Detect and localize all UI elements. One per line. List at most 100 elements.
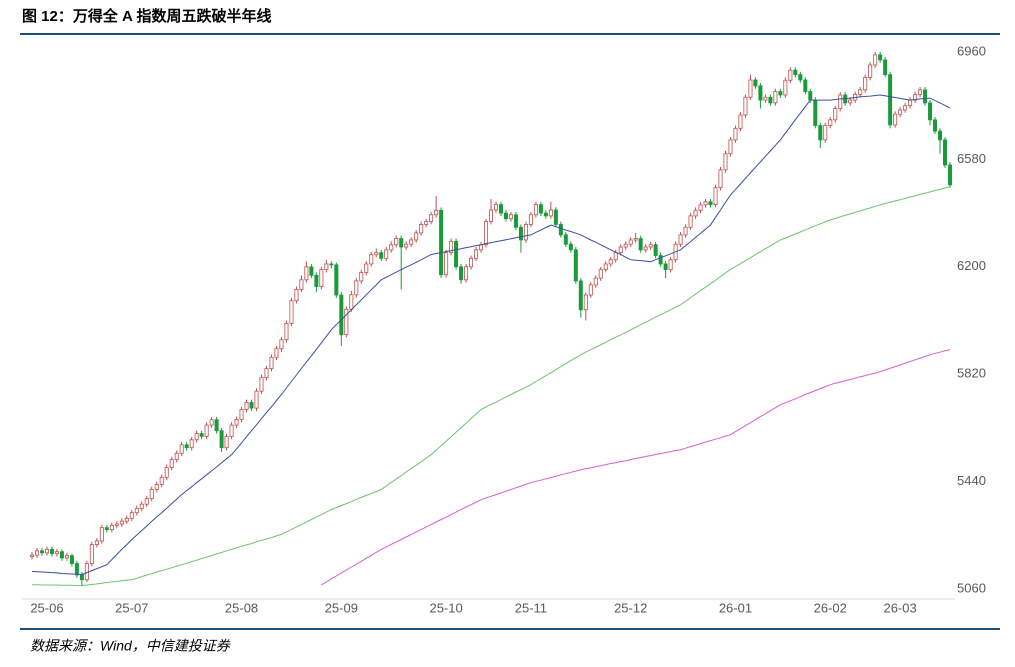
candle-body [289, 300, 294, 324]
x-tick-label: 25-09 [325, 600, 358, 615]
candle-body [698, 204, 703, 211]
candle-body [54, 551, 59, 555]
candle-body [394, 238, 399, 246]
candle-body [119, 520, 124, 525]
candle-body [813, 99, 818, 126]
candle-body [154, 484, 159, 490]
candle-body [933, 119, 938, 132]
candle-body [419, 224, 424, 234]
candle-body [648, 244, 653, 248]
moving-average-line [321, 349, 951, 586]
candle-body [229, 424, 234, 437]
candle-body [239, 409, 244, 420]
candle-body [294, 289, 299, 302]
y-tick-label: 5060 [957, 580, 986, 595]
candle-body [429, 214, 434, 222]
candle-body [159, 476, 164, 485]
candle-body [643, 246, 648, 251]
candle-body [244, 402, 249, 410]
candle-body [199, 433, 204, 437]
candle-body [444, 252, 449, 276]
candle-body [344, 308, 349, 336]
candle-body [693, 209, 698, 217]
candle-body [324, 263, 329, 271]
candle-body [923, 89, 928, 104]
candle-body [234, 419, 239, 426]
candle-body [873, 54, 878, 66]
candle-body [319, 269, 324, 287]
candle-body [44, 549, 49, 554]
candle-body [194, 433, 199, 441]
candle-body [29, 554, 34, 557]
candle-body [888, 74, 893, 126]
candle-body [798, 74, 803, 81]
candle-body [144, 498, 149, 505]
candle-body [598, 269, 603, 279]
candle-body [553, 209, 558, 225]
candle-body [498, 204, 503, 214]
moving-average-line [31, 94, 951, 576]
candle-body [204, 424, 209, 437]
candle-body [449, 240, 454, 254]
candle-body [763, 96, 768, 101]
candle-body [743, 96, 748, 116]
candle-body [224, 435, 229, 449]
candle-body [329, 263, 334, 266]
moving-average-line [32, 186, 951, 587]
candle-body [409, 239, 414, 245]
source-note: 数据来源：Wind，中信建投证券 [30, 638, 231, 654]
candle-body [943, 139, 948, 166]
candle-body [773, 91, 778, 104]
candle-body [364, 263, 369, 273]
x-tick-label: 25-10 [429, 600, 462, 615]
candle-body [823, 125, 828, 141]
candle-body [284, 322, 289, 341]
candle-body [69, 555, 74, 564]
candle-body [658, 255, 663, 265]
candle-body [99, 527, 104, 542]
candle-body [309, 266, 314, 276]
candle-body [459, 266, 464, 281]
candle-body [533, 204, 538, 216]
candle-body [713, 187, 718, 206]
candle-body [723, 153, 728, 171]
candle-body [164, 467, 169, 478]
candle-body [788, 69, 793, 81]
candle-body [84, 563, 89, 581]
candle-body [104, 527, 109, 531]
candle-body [259, 377, 264, 392]
candle-body [89, 544, 94, 564]
candle-body [254, 390, 259, 409]
candle-body [758, 85, 763, 101]
candle-body [558, 224, 563, 236]
candle-body [678, 234, 683, 245]
candle-body [908, 99, 913, 107]
candle-body [708, 201, 713, 206]
x-tick-label: 25-11 [515, 600, 547, 615]
x-tick-label: 25-12 [614, 600, 647, 615]
candle-body [34, 550, 39, 556]
y-tick-label: 6580 [957, 151, 986, 166]
y-tick-label: 5440 [957, 473, 986, 488]
candle-body [588, 284, 593, 296]
candle-body [354, 280, 359, 296]
candle-body [179, 444, 184, 454]
candle-body [49, 549, 54, 555]
candle-body [753, 79, 758, 87]
candle-body [538, 204, 543, 214]
candle-body [828, 119, 833, 126]
candle-body [399, 238, 404, 248]
candle-body [384, 249, 389, 259]
candle-body [623, 243, 628, 248]
candle-body [214, 419, 219, 432]
candle-body [848, 99, 853, 104]
candle-body [39, 550, 44, 554]
candle-body [109, 525, 114, 531]
candle-body [568, 243, 573, 251]
x-tick-label: 25-06 [30, 600, 63, 615]
x-tick-label: 26-02 [814, 600, 847, 615]
candle-body [114, 523, 119, 526]
candle-body [64, 555, 69, 559]
candle-body [748, 79, 753, 98]
